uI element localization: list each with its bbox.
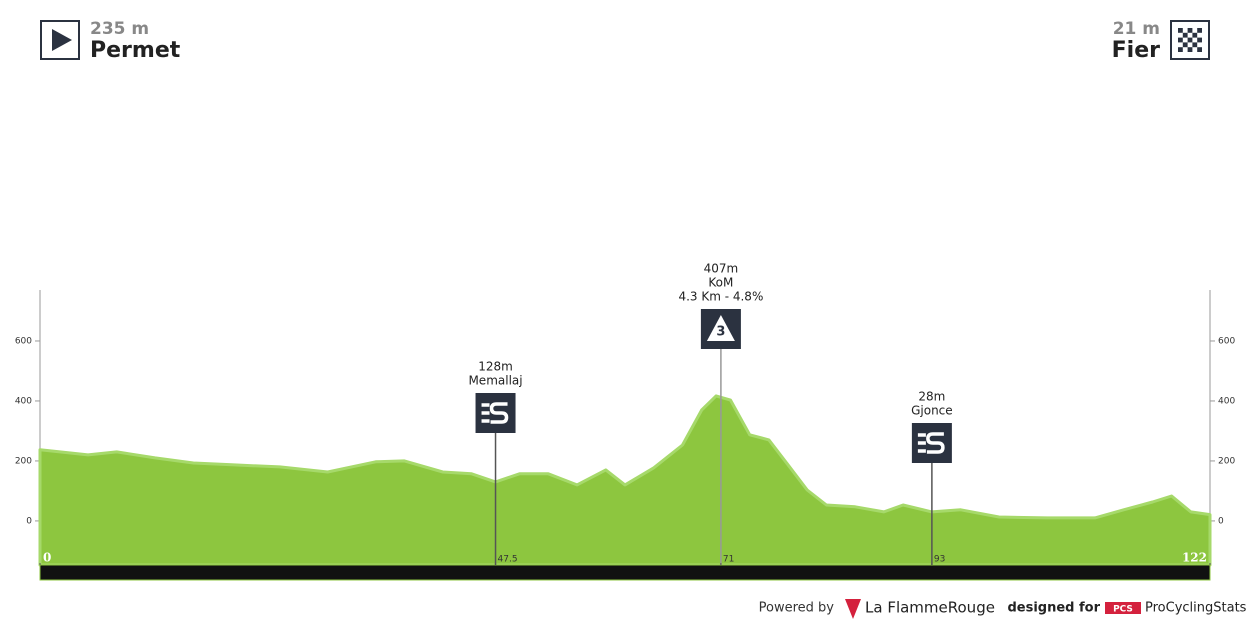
x-tick-label: 122 [1182, 551, 1207, 565]
checker-square [1187, 47, 1193, 52]
elevation-area [38, 394, 1212, 567]
finish-flag [1178, 28, 1202, 52]
pcs-logo [1105, 602, 1141, 614]
y-tick-label: 600 [15, 336, 32, 346]
checker-square [1197, 47, 1202, 52]
checker-square [1197, 37, 1202, 43]
checker-square [1192, 32, 1198, 38]
annotation-text: 407m [704, 262, 739, 276]
checker-square [1192, 42, 1198, 48]
sprint-icon [481, 402, 509, 424]
start-icon [40, 20, 80, 60]
annotation-text: 128m [478, 360, 513, 374]
checker-square [1182, 32, 1188, 38]
x-tick-label: 47.5 [498, 555, 518, 565]
finish-name: Fier [1112, 38, 1160, 63]
kom-category: 3 [716, 325, 725, 340]
designed-for: designed for [1007, 601, 1100, 616]
flamme-logo [845, 599, 861, 619]
y-tick-label: 0 [26, 516, 32, 526]
y-tick-label: 0 [1218, 516, 1224, 526]
y-tick-label: 400 [15, 396, 32, 406]
site-name: ProCyclingStats [1145, 601, 1247, 616]
annotation-text: 28m [918, 390, 945, 404]
base-bar [39, 564, 1211, 581]
y-tick-label: 200 [15, 456, 32, 466]
x-tick-label: 0 [43, 551, 51, 565]
brand: La FlammeRouge [865, 599, 995, 617]
annotation-text: Gjonce [911, 404, 953, 418]
checker-square [1182, 42, 1188, 48]
checker-square [1197, 28, 1202, 33]
checker-square [1178, 47, 1183, 52]
x-tick-label: 71 [723, 555, 734, 565]
pcs-logo-text: PCS [1113, 605, 1133, 615]
finish-elevation: 21 m [1113, 19, 1160, 39]
y-tick-label: 600 [1218, 336, 1235, 346]
annotation-text: 4.3 Km - 4.8% [678, 290, 763, 304]
checker-square [1178, 37, 1183, 43]
checker-square [1187, 28, 1193, 33]
start-elevation: 235 m [90, 19, 149, 39]
annotation-text: Memallaj [468, 374, 522, 388]
x-tick-label: 93 [934, 555, 945, 565]
checker-square [1187, 37, 1193, 43]
kom-triangle [706, 315, 735, 341]
annotation-text: KoM [708, 276, 733, 290]
y-tick-label: 200 [1218, 456, 1235, 466]
checker-square [1178, 28, 1183, 33]
start-icon-arrow [52, 29, 72, 51]
y-tick-label: 400 [1218, 396, 1235, 406]
powered-by: Powered by [759, 601, 835, 616]
start-name: Permet [90, 38, 181, 63]
sprint-icon [917, 432, 945, 454]
